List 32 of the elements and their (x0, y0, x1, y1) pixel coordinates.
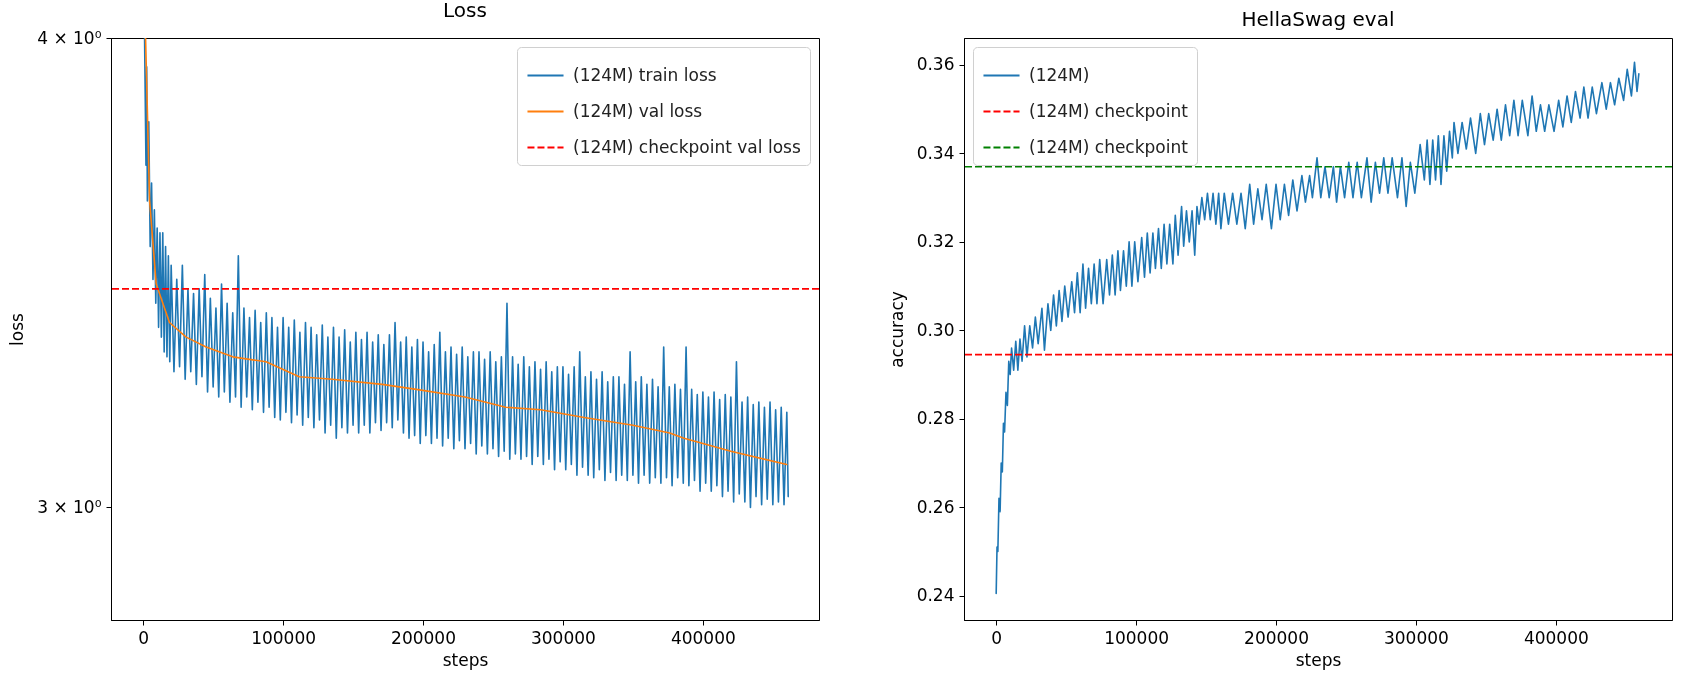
x-tick-label: 200000 (1244, 627, 1309, 648)
x-tick-label: 400000 (670, 627, 736, 648)
x-tick-label: 400000 (1523, 627, 1589, 648)
y-tick-label: 0.28 (916, 408, 955, 429)
y-axis-title: accuracy (886, 291, 907, 368)
y-tick-label: 0.32 (916, 231, 955, 252)
y-tick-label: 0.24 (916, 585, 955, 606)
y-tick-label: 0.30 (916, 319, 955, 340)
x-tick-label: 200000 (391, 627, 456, 648)
legend-label: (124M) checkpoint (1029, 136, 1189, 157)
chart-title: Loss (443, 0, 487, 22)
x-tick-label: 100000 (251, 627, 317, 648)
legend-label: (124M) train loss (573, 64, 717, 85)
x-axis-title: steps (1295, 649, 1342, 670)
y-tick-label: 4 × 10⁰ (37, 27, 102, 48)
x-tick-label: 100000 (1104, 627, 1170, 648)
x-tick-label: 300000 (1383, 627, 1449, 648)
y-tick-label: 3 × 10⁰ (37, 496, 102, 517)
y-tick-label: 0.34 (916, 142, 955, 163)
y-tick-label: 0.36 (916, 54, 955, 75)
y-tick-label: 0.26 (916, 496, 955, 517)
x-axis-title: steps (442, 649, 489, 670)
y-axis-title: loss (7, 312, 28, 346)
x-tick-label: 0 (991, 627, 1003, 648)
x-tick-label: 300000 (530, 627, 596, 648)
legend-label: (124M) checkpoint val loss (573, 136, 801, 157)
line-series (995, 61, 1640, 595)
x-tick-label: 0 (138, 627, 150, 648)
legend-label: (124M) (1029, 64, 1090, 85)
chart-title: HellaSwag eval (1241, 7, 1395, 31)
legend-label: (124M) val loss (573, 100, 703, 121)
legend-label: (124M) checkpoint (1029, 100, 1189, 121)
